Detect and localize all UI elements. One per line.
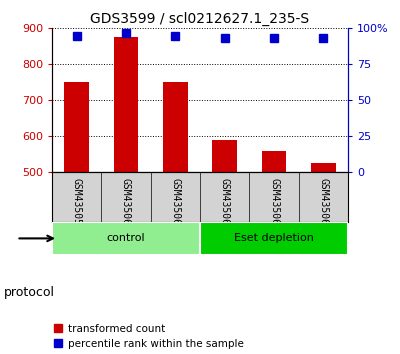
Text: GSM435061: GSM435061 bbox=[170, 178, 180, 231]
Bar bbox=[212, 140, 237, 172]
Text: control: control bbox=[107, 233, 145, 244]
Bar bbox=[200, 222, 348, 255]
Bar bbox=[311, 164, 336, 172]
Bar bbox=[52, 222, 200, 255]
Text: GSM435064: GSM435064 bbox=[318, 178, 328, 231]
Text: GSM435063: GSM435063 bbox=[269, 178, 279, 231]
Text: GSM435059: GSM435059 bbox=[72, 178, 82, 231]
Bar bbox=[64, 82, 89, 172]
Text: GSM435060: GSM435060 bbox=[121, 178, 131, 231]
Text: protocol: protocol bbox=[4, 286, 55, 298]
Bar bbox=[114, 37, 138, 172]
Text: Eset depletion: Eset depletion bbox=[234, 233, 314, 244]
Text: GSM435062: GSM435062 bbox=[220, 178, 230, 231]
Bar bbox=[163, 82, 188, 172]
Bar bbox=[262, 151, 286, 172]
Legend: transformed count, percentile rank within the sample: transformed count, percentile rank withi… bbox=[53, 324, 244, 349]
Title: GDS3599 / scl0212627.1_235-S: GDS3599 / scl0212627.1_235-S bbox=[90, 12, 310, 26]
